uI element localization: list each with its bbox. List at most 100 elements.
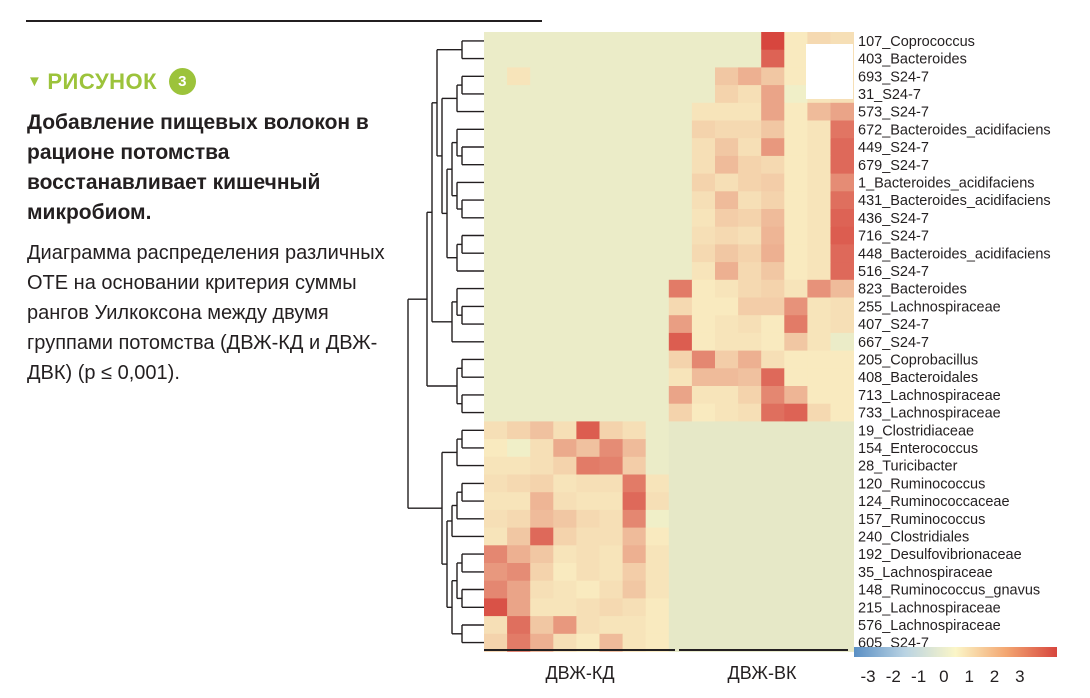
heatmap-cell [599, 474, 623, 493]
heatmap-cell [761, 563, 785, 582]
heatmap-cell [691, 332, 716, 351]
heatmap-cell [715, 421, 739, 440]
heatmap-cell [484, 368, 508, 387]
heatmap-cell [553, 67, 577, 86]
row-label: 124_Ruminococcaceae [858, 494, 1010, 510]
heatmap-cell [668, 368, 693, 387]
heatmap-cell [507, 527, 531, 546]
heatmap-cell [622, 545, 647, 564]
heatmap-cell [553, 492, 577, 511]
heatmap-cell [645, 616, 670, 635]
heatmap-cell [553, 279, 577, 298]
heatmap-cell [668, 155, 693, 174]
heatmap-cell [761, 633, 785, 652]
heatmap-cell [807, 386, 831, 405]
heatmap-cell [553, 527, 577, 546]
heatmap-cell [645, 456, 670, 475]
heatmap-cell [553, 545, 577, 564]
heatmap-cell [645, 368, 670, 387]
heatmap-cell [738, 616, 762, 635]
heatmap-cell [553, 403, 577, 422]
heatmap-cell [830, 633, 854, 652]
row-label: 107_Coprococcus [858, 34, 975, 50]
heatmap-cell [553, 580, 577, 599]
heatmap-cell [484, 67, 508, 86]
heatmap-cell [784, 563, 808, 582]
heatmap-cell [691, 598, 716, 617]
heatmap-cell [484, 209, 508, 228]
heatmap-cell [738, 598, 762, 617]
heatmap-cell [830, 138, 854, 157]
heatmap-cell [761, 439, 785, 458]
heatmap-cell [507, 616, 531, 635]
heatmap-cell [507, 315, 531, 334]
heatmap-cell [715, 173, 739, 192]
heatmap-cell [691, 580, 716, 599]
heatmap-cell [715, 368, 739, 387]
heatmap-cell [576, 616, 600, 635]
row-label: 733_Lachnospiraceae [858, 406, 1001, 422]
heatmap-cell [784, 580, 808, 599]
heatmap-cell [715, 332, 739, 351]
heatmap-cell [553, 297, 577, 316]
heatmap-cell [784, 226, 808, 245]
heatmap-cell [507, 332, 531, 351]
heatmap-cell [484, 633, 508, 652]
heatmap-cell [484, 191, 508, 210]
heatmap-cell [484, 32, 508, 51]
heatmap-cell [484, 49, 508, 68]
heatmap-cell [715, 492, 739, 511]
heatmap-cell [484, 403, 508, 422]
heatmap-cell [738, 580, 762, 599]
heatmap-cell [484, 492, 508, 511]
heatmap-cell [645, 67, 670, 86]
heatmap-cell [761, 368, 785, 387]
heatmap-cell [645, 563, 670, 582]
heatmap-cell [761, 545, 785, 564]
heatmap-cell [668, 120, 693, 139]
heatmap-cell [599, 403, 623, 422]
heatmap-cell [599, 226, 623, 245]
heatmap-cell [715, 191, 739, 210]
heatmap-cell [622, 155, 647, 174]
heatmap-cell [738, 368, 762, 387]
heatmap-cell [645, 262, 670, 281]
heatmap-cell [507, 633, 531, 652]
heatmap-cell [738, 633, 762, 652]
heatmap-cell [484, 102, 508, 121]
figure-title: Добавление пищевых волокон в рационе пот… [27, 111, 369, 224]
heatmap-cell [576, 262, 600, 281]
heatmap-cell [761, 244, 785, 263]
heatmap-cell [484, 509, 508, 528]
heatmap-cell [553, 173, 577, 192]
heatmap-cell [622, 350, 647, 369]
heatmap-cell [830, 173, 854, 192]
heatmap-cell [576, 32, 600, 51]
heatmap-cell [830, 262, 854, 281]
heatmap-cell [691, 492, 716, 511]
heatmap-cell [507, 67, 531, 86]
row-label: 823_Bacteroides [858, 282, 967, 298]
heatmap-cell [645, 102, 670, 121]
heatmap-cell [576, 350, 600, 369]
heatmap-cell [576, 244, 600, 263]
heatmap-cell [830, 421, 854, 440]
heatmap-cell [807, 315, 831, 334]
heatmap-cell [691, 67, 716, 86]
heatmap-cell [807, 350, 831, 369]
heatmap-cell [691, 262, 716, 281]
heatmap-cell [622, 332, 647, 351]
heatmap-cell [668, 421, 693, 440]
heatmap-cell [530, 315, 554, 334]
heatmap-cell [691, 633, 716, 652]
heatmap-cell [645, 155, 670, 174]
heatmap-cell [622, 85, 647, 104]
heatmap-cell [761, 580, 785, 599]
heatmap-cell [784, 279, 808, 298]
heatmap-cell [576, 368, 600, 387]
heatmap-cell [784, 173, 808, 192]
heatmap-cell [645, 49, 670, 68]
heatmap-cell [645, 350, 670, 369]
heatmap-cell [507, 279, 531, 298]
heatmap-cell [715, 633, 739, 652]
